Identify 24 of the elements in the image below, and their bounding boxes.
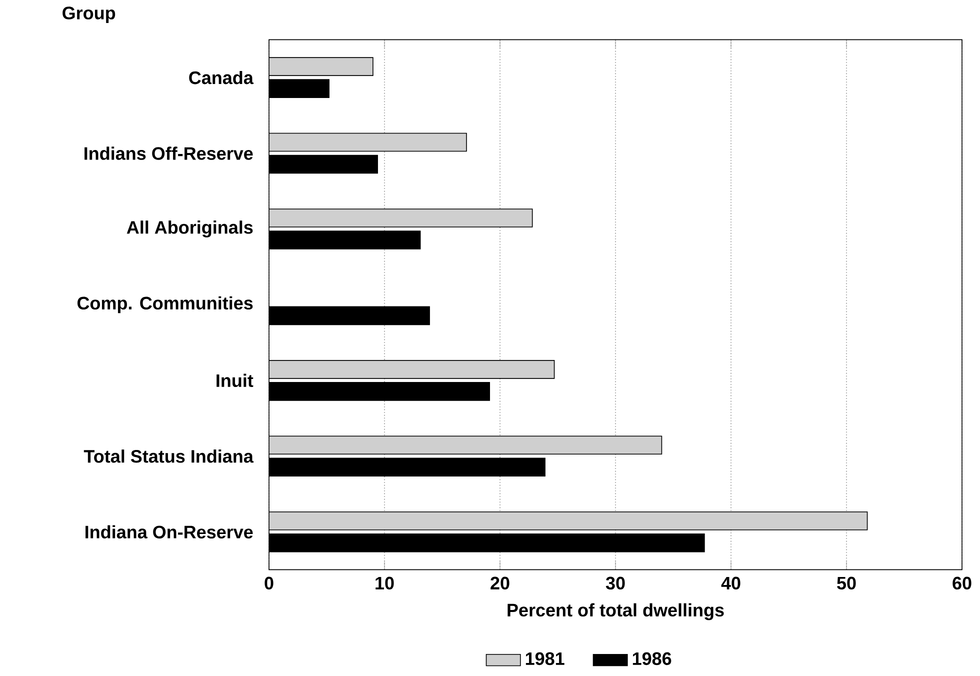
bar — [269, 132, 467, 152]
legend-label: 1981 — [526, 652, 564, 666]
x-tick-label: 40 — [721, 576, 740, 590]
x-axis-title: Percent of total dwellings — [508, 603, 724, 620]
bar — [269, 512, 868, 530]
y-tick-label: Inuit — [216, 374, 254, 388]
x-tick-label: 60 — [952, 576, 972, 590]
y-tick-label: Indiana On-Reserve — [86, 525, 253, 539]
x-tick-label: 10 — [376, 576, 394, 590]
y-axis-title: Group — [62, 6, 116, 24]
y-tick-label: Comp. Communities — [77, 296, 253, 314]
y-tick-label: Total Status Indiana — [84, 450, 254, 463]
y-tick-label: All Aboriginals — [126, 220, 253, 238]
legend-label: 1986 — [632, 652, 672, 666]
bar — [269, 57, 374, 76]
x-tick-label: 0 — [264, 576, 274, 590]
x-tick-label: 20 — [490, 576, 510, 590]
bar — [269, 360, 555, 379]
x-tick-label: 50 — [837, 576, 856, 590]
bar — [269, 208, 533, 228]
bar — [269, 436, 662, 455]
y-tick-label: Indians Off-Reserve — [84, 146, 253, 160]
x-tick-label: 30 — [606, 576, 625, 590]
y-tick-label: Canada — [189, 71, 254, 84]
